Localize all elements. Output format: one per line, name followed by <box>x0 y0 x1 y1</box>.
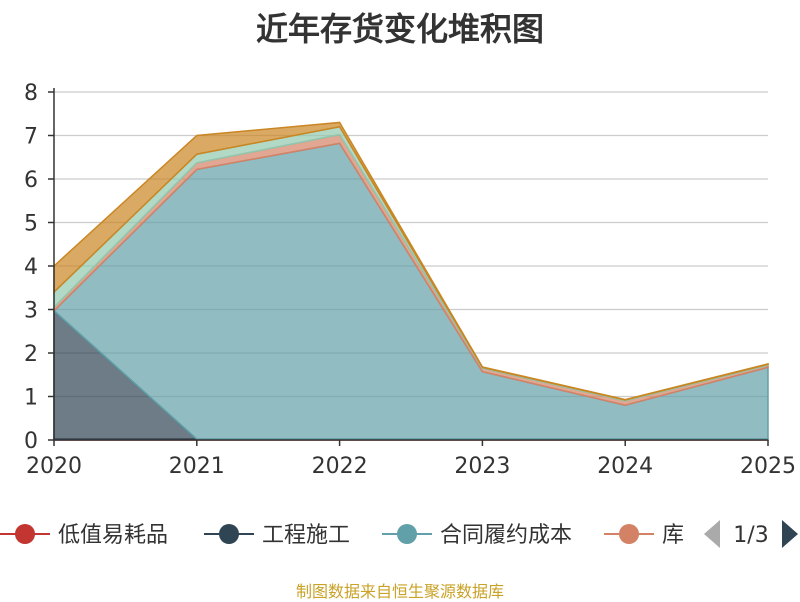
y-tick-label: 5 <box>24 212 38 237</box>
legend-page-indicator: 1/3 <box>733 523 768 548</box>
legend-marker <box>397 524 417 544</box>
x-tick-label: 2023 <box>454 454 510 479</box>
y-tick-label: 6 <box>24 168 38 193</box>
y-tick-label: 3 <box>24 299 38 324</box>
x-tick-label: 2025 <box>740 454 796 479</box>
legend-next-page-icon[interactable] <box>782 520 798 548</box>
legend-item[interactable]: 库 <box>604 523 684 548</box>
data-source-note: 制图数据来自恒生聚源数据库 <box>295 582 504 601</box>
legend-prev-page-icon[interactable] <box>704 520 720 548</box>
x-tick-label: 2021 <box>169 454 225 479</box>
legend-item[interactable]: 工程施工 <box>204 523 350 548</box>
legend-label: 库 <box>662 523 684 548</box>
chart-title: 近年存货变化堆积图 <box>255 10 544 48</box>
y-tick-label: 1 <box>24 386 38 411</box>
y-tick-label: 7 <box>24 125 38 150</box>
area-series-5 <box>53 121 769 401</box>
legend-item[interactable]: 合同履约成本 <box>382 523 572 548</box>
axes: 0 1 2 3 4 5 6 7 8 2020 2021 2022 2023 2024 2025 <box>24 81 796 479</box>
y-tick-label: 2 <box>24 342 38 367</box>
x-tick-label: 2022 <box>312 454 368 479</box>
legend-marker <box>619 524 639 544</box>
legend-marker <box>219 524 239 544</box>
legend-item[interactable]: 低值易耗品 <box>0 523 168 548</box>
legend: 低值易耗品 工程施工 合同履约成本 库 1/3 <box>0 520 798 548</box>
stacked-areas <box>52 121 769 441</box>
y-tick-label: 8 <box>24 81 38 106</box>
y-tick-label: 0 <box>24 429 38 454</box>
legend-marker <box>15 524 35 544</box>
x-tick-label: 2020 <box>26 454 82 479</box>
legend-label: 低值易耗品 <box>58 523 168 548</box>
legend-label: 工程施工 <box>262 523 350 548</box>
legend-items: 低值易耗品 工程施工 合同履约成本 库 <box>0 523 684 548</box>
y-tick-label: 4 <box>24 255 38 280</box>
x-tick-label: 2024 <box>597 454 653 479</box>
legend-label: 合同履约成本 <box>440 523 572 548</box>
